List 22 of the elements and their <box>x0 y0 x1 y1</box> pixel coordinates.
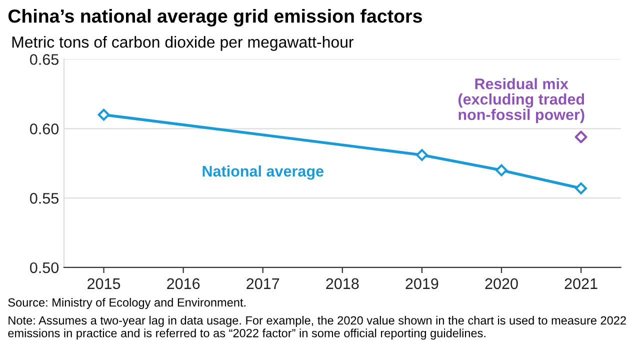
x-tick-label: 2021 <box>564 278 598 290</box>
point <box>98 108 110 121</box>
x-tick-label: 2018 <box>326 278 359 290</box>
x-tick-label: 2017 <box>246 278 280 290</box>
point <box>574 130 588 144</box>
x-tick-label: 2019 <box>406 278 438 290</box>
y-tick-label: 0.65 <box>30 54 58 65</box>
x-tick-label: 2015 <box>88 278 120 290</box>
point <box>416 149 428 161</box>
point <box>575 182 587 194</box>
source-note: Source: Ministry of Ecology and Environment. <box>8 298 246 309</box>
chart-title: China’s national average grid emission factors <box>8 8 422 27</box>
series-label: National average <box>202 165 324 180</box>
y-axis-title: Metric tons of carbon dioxide per megawatt-hour <box>12 36 354 51</box>
point <box>496 164 508 176</box>
text: Note: Assumes a two-year lag in data usage. For example, the 2020 value shown in the chart is used to measure 2022 emissions in practice and is referred to as “2022 factor” in some official reporting guidelines. <box>8 316 626 340</box>
x-tick-label: 2016 <box>167 278 200 290</box>
x-tick-label: 2020 <box>485 278 518 290</box>
y-tick-label: 0.50 <box>30 262 59 274</box>
y-tick-label: 0.55 <box>30 192 58 204</box>
series-label: Residual mix (excluding traded non-fossil power) <box>458 78 584 124</box>
y-tick-label: 0.60 <box>30 124 59 134</box>
